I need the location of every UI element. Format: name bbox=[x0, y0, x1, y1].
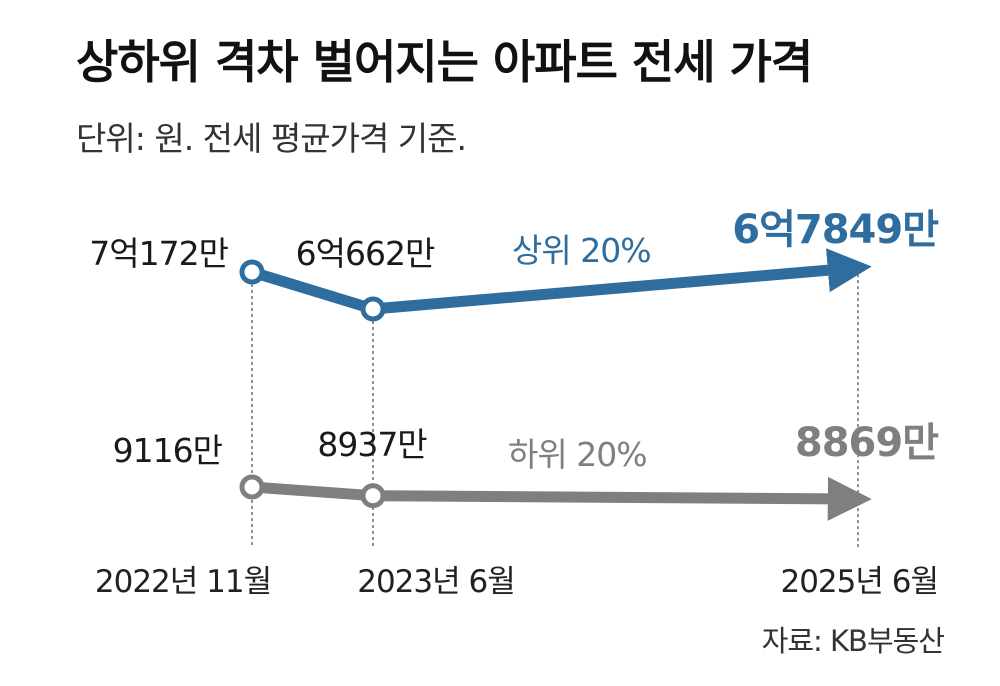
data-point-top20-2 bbox=[360, 296, 386, 322]
value-label-bottom20-3: 8869만 bbox=[795, 420, 939, 466]
data-point-bottom20-1 bbox=[239, 474, 265, 500]
data-point-bottom20-2 bbox=[360, 483, 386, 509]
x-tick-label-2: 2023년 6월 bbox=[357, 564, 515, 600]
value-label-bottom20-1: 9116만 bbox=[113, 431, 223, 470]
chart-title: 상하위 격차 벌어지는 아파트 전세 가격 bbox=[76, 35, 813, 89]
series-line-top20 bbox=[250, 248, 872, 315]
series-name-top20: 상위 20% bbox=[512, 231, 651, 270]
value-label-top20-2: 6억662만 bbox=[296, 234, 435, 273]
x-tick-label-1: 2022년 11월 bbox=[95, 564, 271, 600]
x-tick-label-3: 2025년 6월 bbox=[780, 564, 938, 600]
chart-subtitle: 단위: 원. 전세 평균가격 기준. bbox=[76, 119, 467, 158]
data-point-top20-1 bbox=[239, 259, 265, 285]
series-line-bottom20 bbox=[251, 476, 872, 521]
value-label-bottom20-2: 8937만 bbox=[317, 425, 427, 464]
series-name-bottom20: 하위 20% bbox=[508, 435, 647, 474]
value-label-top20-3: 6억7849만 bbox=[732, 207, 939, 253]
value-label-top20-1: 7억172만 bbox=[89, 234, 228, 273]
source-note: 자료: KB부동산 bbox=[761, 624, 945, 658]
